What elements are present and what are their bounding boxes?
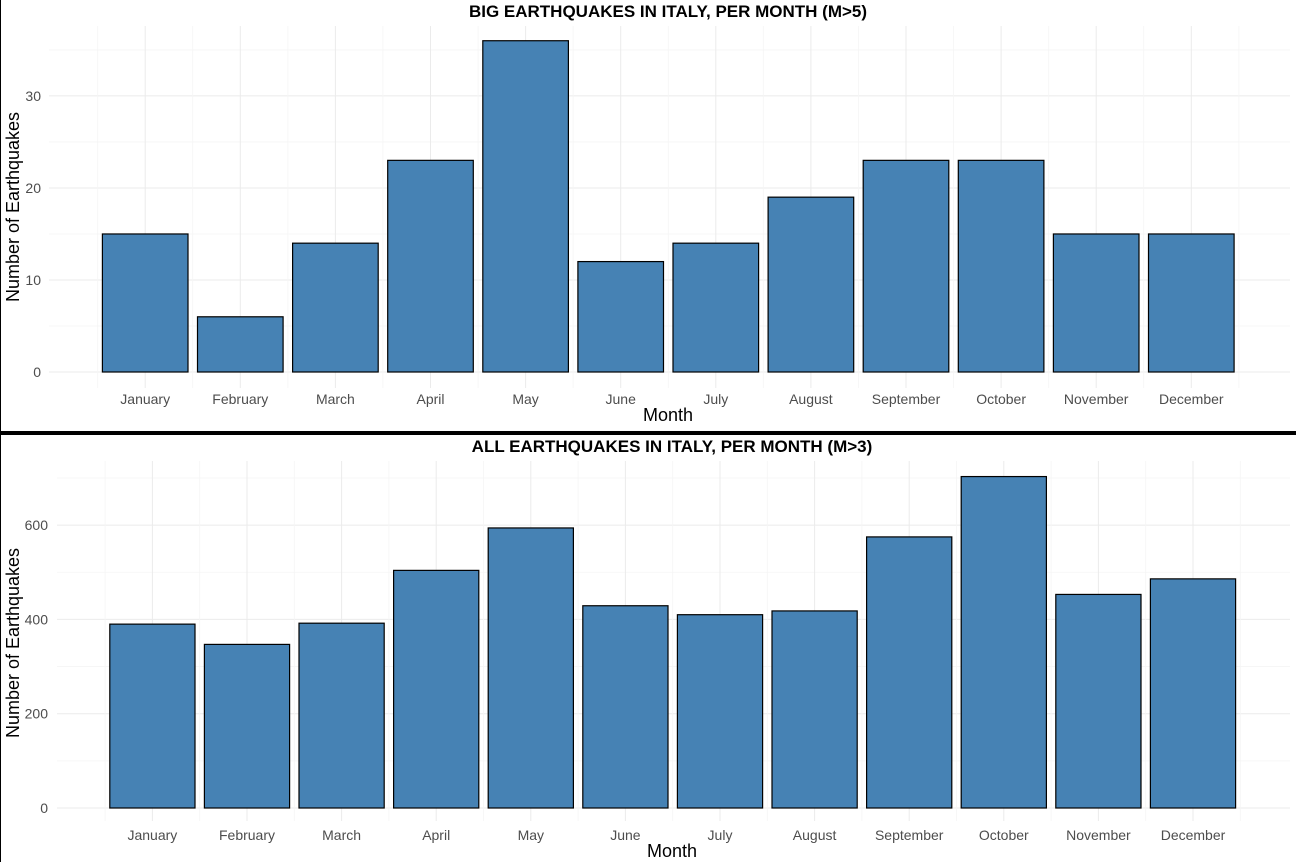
- x-tick-label: September: [875, 827, 944, 843]
- x-tick-label: August: [789, 391, 833, 407]
- x-tick-label: November: [1066, 827, 1131, 843]
- x-tick-label: April: [416, 391, 444, 407]
- bar-january: [101, 233, 189, 373]
- y-tick-label: 10: [25, 272, 41, 288]
- chart-title: BIG EARTHQUAKES IN ITALY, PER MONTH (M>5…: [469, 2, 867, 21]
- x-tick-label: February: [212, 391, 268, 407]
- bar-may: [487, 527, 575, 809]
- x-tick-label: July: [708, 827, 733, 843]
- x-tick-label: October: [976, 391, 1026, 407]
- bar-february: [203, 643, 291, 809]
- bar-october: [960, 475, 1048, 809]
- bar-february: [196, 316, 284, 373]
- x-tick-label: July: [703, 391, 728, 407]
- bar-january: [109, 623, 196, 809]
- y-tick-label: 400: [25, 611, 49, 627]
- bar-march: [298, 622, 385, 809]
- bar-july: [672, 242, 760, 373]
- x-tick-label: December: [1159, 391, 1224, 407]
- y-axis-title: Number of Earthquakes: [3, 112, 23, 302]
- y-tick-label: 20: [25, 180, 41, 196]
- bar-september: [865, 536, 953, 809]
- x-tick-label: November: [1064, 391, 1129, 407]
- chart-big-earthquakes: 0 10 20 30 January February March April May June J…: [3, 2, 1290, 425]
- bar-april: [393, 569, 480, 809]
- bar-november: [1052, 233, 1140, 373]
- x-tick-label: January: [120, 391, 170, 407]
- x-tick-label: March: [322, 827, 361, 843]
- chart-title: ALL EARTHQUAKES IN ITALY, PER MONTH (M>3…: [472, 437, 873, 456]
- x-tick-label: April: [422, 827, 450, 843]
- x-tick-label: September: [872, 391, 941, 407]
- x-tick-label: May: [512, 391, 538, 407]
- bar-june: [577, 260, 665, 373]
- bar-july: [676, 614, 764, 809]
- x-tick-label: March: [316, 391, 355, 407]
- y-tick-label: 600: [25, 517, 49, 533]
- bar-june: [582, 605, 669, 809]
- bar-may: [482, 40, 569, 373]
- chart-all-earthquakes: 0 200 400 600 January February March April May Ju…: [3, 437, 1290, 861]
- x-axis-title: Month: [643, 405, 693, 425]
- bar-december: [1147, 233, 1235, 373]
- x-tick-label: June: [610, 827, 641, 843]
- x-tick-label: June: [606, 391, 637, 407]
- bar-august: [767, 196, 855, 373]
- y-axis-title: Number of Earthquakes: [3, 548, 23, 738]
- bar-august: [771, 610, 858, 809]
- bar-october: [957, 159, 1045, 373]
- x-tick-label: January: [127, 827, 177, 843]
- panel-divider: [0, 431, 1296, 435]
- x-tick-label: October: [979, 827, 1029, 843]
- y-tick-label: 0: [33, 364, 41, 380]
- bar-april: [387, 159, 474, 373]
- bar-december: [1149, 578, 1237, 809]
- bar-november: [1055, 593, 1142, 809]
- y-tick-label: 0: [40, 800, 48, 816]
- bar-september: [862, 159, 950, 373]
- y-tick-label: 30: [25, 88, 41, 104]
- x-tick-label: August: [793, 827, 837, 843]
- bar-march: [292, 242, 379, 373]
- x-tick-label: February: [219, 827, 275, 843]
- x-tick-label: December: [1161, 827, 1226, 843]
- y-tick-label: 200: [25, 706, 49, 722]
- x-axis-title: Month: [647, 841, 697, 861]
- x-tick-label: May: [518, 827, 544, 843]
